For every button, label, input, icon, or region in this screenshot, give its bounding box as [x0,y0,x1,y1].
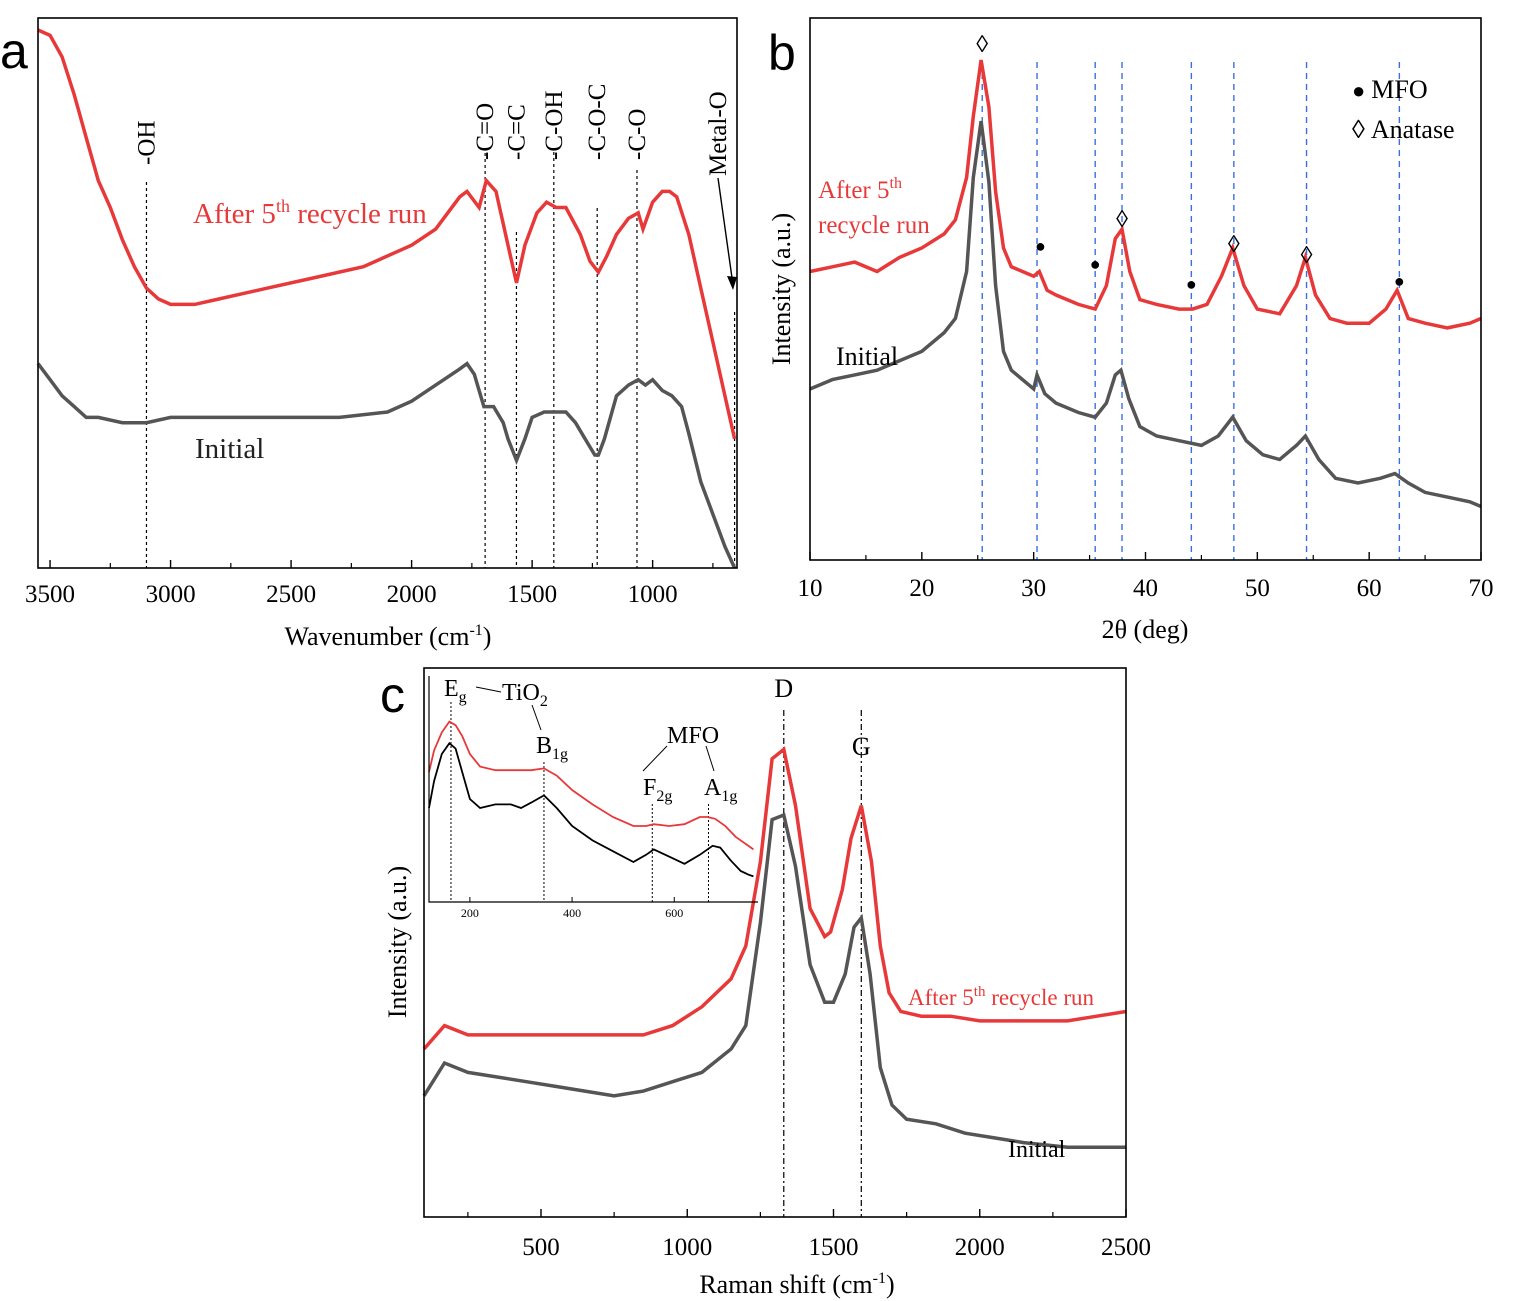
annotation-a: Metal-O [705,91,732,176]
inset-label-f2g: F2g [643,775,672,805]
series-label-initial: Initial [195,433,264,465]
marker-mfo: ● [1394,271,1405,291]
x-tick-label-c: 2000 [955,1234,1005,1261]
series-label-initial-c: Initial [1008,1137,1066,1163]
series-label-initial-b: Initial [836,342,898,371]
x-tick-label-b: 10 [798,575,823,602]
inset-pointer-b1g [531,704,542,731]
x-tick-label-a: 1000 [628,581,678,608]
x-tick-label-b: 70 [1469,575,1494,602]
x-tick-label-b: 50 [1245,575,1270,602]
panel-c-raman: c 500 1000 1500 2000 2500 D G After 5th recyc… [380,667,1151,1299]
inset-pointer-a1g [705,745,715,772]
x-tick-label-c: 2500 [1101,1234,1151,1261]
panel-a-ftir: a 3500 3000 2500 2000 1500 1000 -OH -C=O -C=C -C… [0,17,738,651]
metal-o-arrow [717,177,734,286]
x-tick-label-b: 30 [1021,575,1046,602]
inset-label-tio2: TiO2 [502,680,548,710]
y-axis-title-c: Intensity (a.u.) [383,866,412,1018]
inset-label-a1g: A1g [704,775,737,805]
inset-x-tick-label: 600 [665,906,683,920]
panel-label-b: b [768,25,796,81]
x-tick-label-c: 500 [522,1234,560,1261]
marker-mfo: ● [1186,274,1197,294]
legend-item-mfo: ● MFO [1352,75,1428,104]
inset-line-initial [428,741,754,878]
marker-mfo: ● [1035,236,1046,256]
annotation-a: -C-O [624,109,651,160]
x-tick-label-b: 40 [1133,575,1158,602]
inset-axes [428,676,758,903]
annotation-a: -OH [133,121,160,165]
marker-anatase: ◊ [976,32,988,58]
annotation-a: -C-OH [541,91,568,160]
inset-low-wavenumber: 200 400 600 Eg TiO2 B1g MFO F2g A1g [428,676,758,920]
legend-item-anatase: ◊ Anatase [1352,115,1455,144]
annotation-c: G [852,732,871,761]
x-tick-label-a: 1500 [507,581,557,608]
annotation-a: -C=C [503,104,530,160]
inset-label-eg: Eg [444,676,467,706]
series-line-initial [36,361,737,569]
series-line-after-recycle-c [422,746,1127,1051]
x-axis-title-b: 2θ (deg) [1102,615,1189,644]
x-tick-label-a: 2000 [387,581,437,608]
x-tick-label-c: 1500 [809,1234,859,1261]
series-label-after-recycle: After 5th recycle run [193,196,427,230]
x-tick-label-c: 1000 [662,1234,712,1261]
annotation-a: -C=O [472,103,499,160]
x-tick-label-b: 60 [1357,575,1382,602]
series-line-initial-c [422,812,1126,1149]
annotation-c: D [774,674,793,703]
marker-mfo: ● [1090,254,1101,274]
x-tick-label-a: 2500 [266,581,316,608]
x-tick-label-a: 3000 [146,581,196,608]
axes-frame-c [423,667,1127,1218]
marker-anatase: ◊ [1301,243,1313,269]
inset-x-tick-label: 400 [563,906,581,920]
y-axis-title-b: Intensity (a.u.) [767,213,796,365]
series-line-after-recycle-b [809,59,1482,330]
inset-pointer-f2g [642,745,668,772]
inset-label-b1g: B1g [536,733,568,763]
panel-label-a: a [0,23,28,79]
inset-line-after-recycle [428,720,754,851]
inset-pointer-eg [475,686,502,693]
annotation-a: -C-O-C [584,84,611,160]
panel-b-xrd: b 10 20 30 40 50 60 70 ◊●●◊●◊ ◊● ● MFO ◊ Anatase … [767,17,1494,644]
inset-label-mfo: MFO [667,723,719,749]
axes-frame-a [37,17,738,569]
metal-o-arrowhead [727,276,737,290]
marker-anatase: ◊ [1228,232,1240,258]
x-axis-title-c: Raman shift (cm-1) [699,1270,894,1299]
marker-anatase: ◊ [1116,207,1128,233]
series-label-after-recycle-b: After 5th [818,175,902,204]
x-tick-label-b: 20 [909,575,934,602]
inset-x-tick-label: 200 [461,906,479,920]
series-line-initial-b [809,120,1482,509]
series-line-after-recycle-red [37,28,737,440]
series-label-after-recycle-b-line2: recycle run [818,212,930,239]
panel-label-c: c [380,667,405,723]
x-tick-label-a: 3500 [25,581,75,608]
series-label-after-recycle-c: After 5th recycle run [908,984,1094,1010]
x-axis-title-a: Wavenumber (cm-1) [285,622,492,651]
